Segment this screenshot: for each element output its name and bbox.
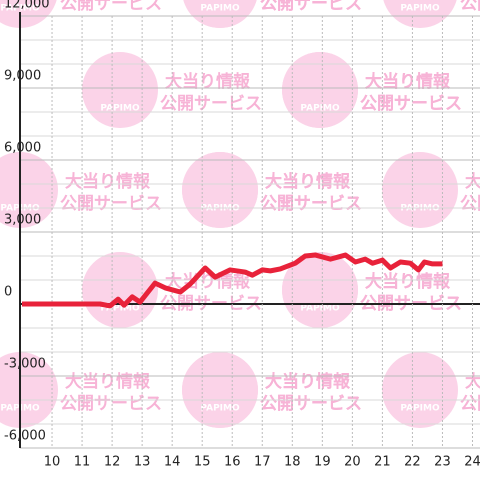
watermark-line2: 公開サービス bbox=[160, 94, 262, 114]
watermark-line1: 大当り情報 bbox=[65, 171, 151, 192]
watermark: PAPIMO大当り情報公開サービスPAPIMO大当り情報公開サービスPAPIMO… bbox=[0, 0, 480, 428]
data-line bbox=[22, 252, 443, 309]
watermark-line1: 大当り情報 bbox=[265, 171, 351, 192]
watermark-logo-circle bbox=[382, 152, 458, 228]
watermark-line2: 公開サービス bbox=[60, 0, 162, 14]
x-tick-label: 15 bbox=[194, 455, 211, 470]
watermark-logo-circle bbox=[0, 0, 57, 28]
x-tick-label: 14 bbox=[164, 455, 181, 470]
watermark-line1: 大当り情報 bbox=[365, 71, 451, 92]
y-tick-label: 12,000 bbox=[4, 0, 50, 12]
watermark-line2: 公開サービス bbox=[360, 94, 462, 114]
y-tick-label: 0 bbox=[4, 285, 12, 300]
watermark-logo-circle bbox=[82, 52, 158, 128]
watermark-logo-circle bbox=[383, 0, 457, 28]
watermark-line2: 公開サービス bbox=[260, 0, 362, 14]
watermark-logo-circle bbox=[183, 0, 257, 28]
watermark-logo: PAPIMO bbox=[100, 104, 140, 114]
watermark-line2: 公開サービス bbox=[60, 394, 162, 414]
watermark-line2: 公開サービス bbox=[60, 194, 162, 214]
y-tick-label: 6,000 bbox=[4, 141, 41, 156]
watermark-logo-circle bbox=[182, 152, 258, 228]
watermark-line1: 大当り情報 bbox=[165, 71, 251, 92]
x-tick-label: 22 bbox=[404, 455, 421, 470]
watermark-line1: 大当り情報 bbox=[265, 171, 351, 192]
watermark-line2: 公開サービス bbox=[260, 194, 362, 214]
watermark-line1: 大当り情報 bbox=[265, 371, 351, 392]
x-tick-label: 21 bbox=[374, 455, 391, 470]
y-tick-label: -3,000 bbox=[4, 357, 46, 372]
watermark-logo: PAPIMO bbox=[200, 4, 240, 14]
x-tick-label: 19 bbox=[314, 455, 331, 470]
watermark-logo-circle bbox=[282, 252, 358, 328]
watermark-logo: PAPIMO bbox=[400, 404, 440, 414]
watermark-logo-circle bbox=[0, 152, 58, 228]
x-tick-label: 13 bbox=[134, 455, 151, 470]
watermark-line2: 公開サービス bbox=[460, 194, 480, 214]
watermark-line2: 公開サービス bbox=[460, 394, 480, 414]
watermark-logo-circle bbox=[0, 352, 58, 428]
watermark-line1: 大当り情報 bbox=[365, 71, 451, 92]
watermark-logo: PAPIMO bbox=[200, 404, 240, 414]
watermark-logo: PAPIMO bbox=[300, 104, 340, 114]
watermark-line2: 公開サービス bbox=[260, 194, 362, 214]
watermark-line2: 公開サービス bbox=[460, 0, 480, 14]
y-tick-label: -6,000 bbox=[4, 429, 46, 444]
x-tick-label: 12 bbox=[104, 455, 121, 470]
watermark-line2: 公開サービス bbox=[260, 394, 362, 414]
x-tick-label: 23 bbox=[434, 455, 451, 470]
watermark-logo-circle bbox=[82, 252, 158, 328]
watermark-logo-circle bbox=[282, 52, 358, 128]
watermark-logo: PAPIMO bbox=[400, 4, 440, 14]
x-tick-label: 17 bbox=[254, 455, 271, 470]
x-tick-label: 24 bbox=[464, 455, 480, 470]
watermark-logo: PAPIMO bbox=[100, 304, 140, 314]
watermark-logo: PAPIMO bbox=[300, 304, 340, 314]
x-tick-label: 11 bbox=[74, 455, 91, 470]
watermark-logo-circle bbox=[382, 352, 458, 428]
x-tick-label: 10 bbox=[44, 455, 61, 470]
watermark-logo: PAPIMO bbox=[0, 4, 40, 14]
watermark-line1: 大当り情報 bbox=[365, 271, 451, 292]
watermark-line1: 大当り情報 bbox=[365, 271, 451, 292]
x-tick-label: 18 bbox=[284, 455, 301, 470]
watermark-line2: 公開サービス bbox=[360, 94, 462, 114]
watermark-logo-circle bbox=[182, 352, 258, 428]
watermark-line2: 公開サービス bbox=[260, 394, 362, 414]
y-tick-label: 9,000 bbox=[4, 69, 41, 84]
y-tick-label: 3,000 bbox=[4, 213, 41, 228]
x-tick-label: 16 bbox=[224, 455, 241, 470]
x-tick-label: 20 bbox=[344, 455, 361, 470]
watermark-line2: 公開サービス bbox=[260, 0, 362, 14]
watermark-line1: 大当り情報 bbox=[65, 371, 151, 392]
